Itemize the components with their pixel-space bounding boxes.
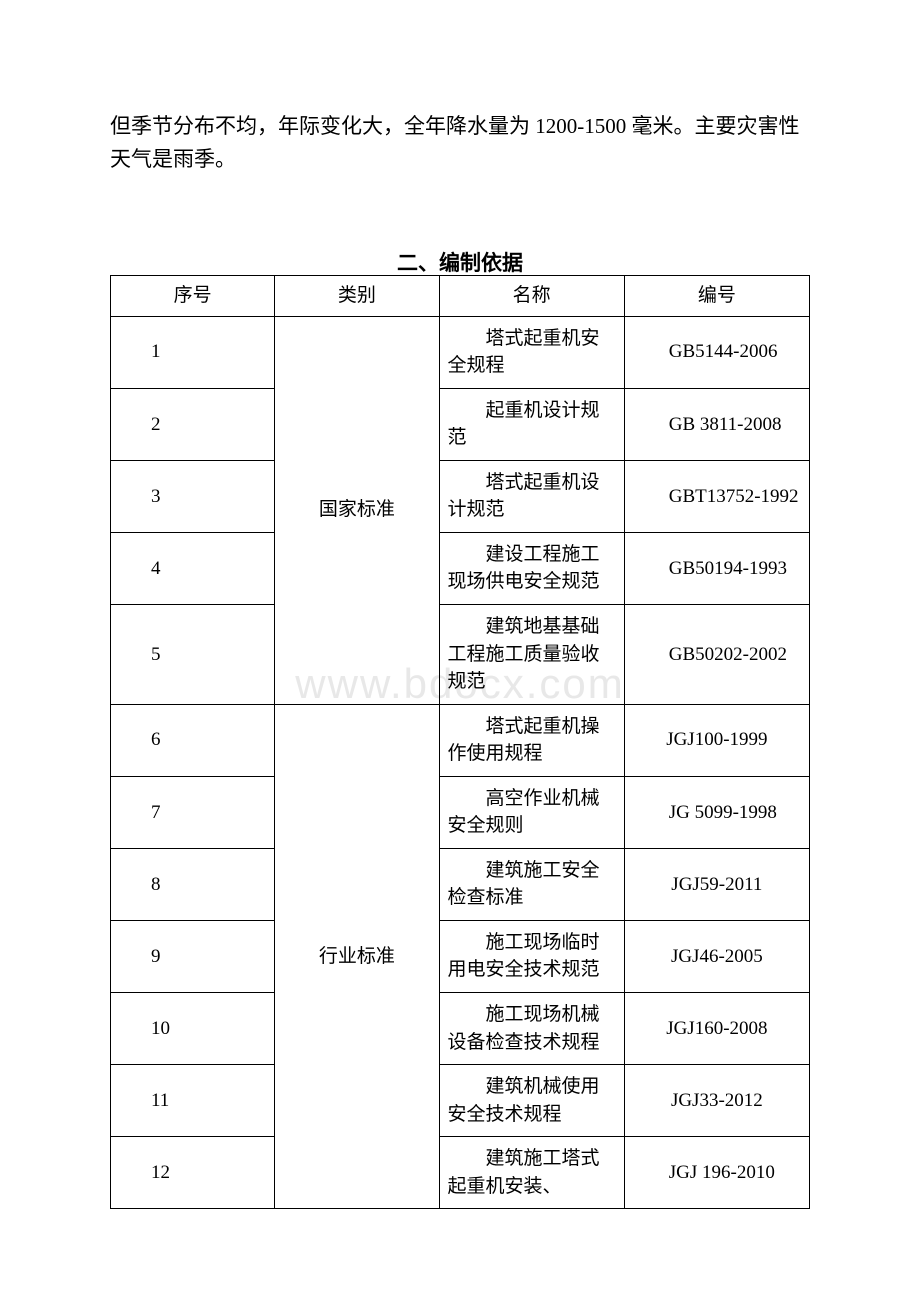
- table-row: 11 建筑机械使用安全技术规程JGJ33-2012: [111, 1065, 810, 1137]
- seq-cell: 6: [111, 704, 275, 776]
- code-cell: JGJ 196-2010: [624, 1137, 809, 1209]
- seq-cell: 1: [111, 316, 275, 388]
- name-cell: 建筑施工塔式起重机安装、: [439, 1137, 624, 1209]
- name-cell: 起重机设计规范: [439, 388, 624, 460]
- name-cell: 建筑地基基础工程施工质量验收规范: [439, 605, 624, 705]
- col-header-seq: 序号: [111, 276, 275, 317]
- section-heading: 二、编制依据: [110, 247, 810, 277]
- table-row: 9 施工现场临时用电安全技术规范JGJ46-2005: [111, 920, 810, 992]
- table-row: 2 起重机设计规范GB 3811-2008: [111, 388, 810, 460]
- name-cell: 施工现场临时用电安全技术规范: [439, 920, 624, 992]
- table-row: 12 建筑施工塔式起重机安装、JGJ 196-2010: [111, 1137, 810, 1209]
- category-cell: 国家标准: [275, 316, 439, 704]
- name-cell: 塔式起重机操作使用规程: [439, 704, 624, 776]
- col-header-code: 编号: [624, 276, 809, 317]
- code-cell: GB50202-2002: [624, 605, 809, 705]
- name-cell: 高空作业机械安全规则: [439, 776, 624, 848]
- col-header-cat: 类别: [275, 276, 439, 317]
- code-cell: JGJ33-2012: [624, 1065, 809, 1137]
- name-cell: 建设工程施工现场供电安全规范: [439, 532, 624, 604]
- table-row: 3 塔式起重机设计规范GBT13752-1992: [111, 460, 810, 532]
- standards-table: 序号类别名称编号1国家标准塔式起重机安全规程GB5144-20062起重机设计规…: [110, 275, 810, 1209]
- table-row: 4 建设工程施工现场供电安全规范GB50194-1993: [111, 532, 810, 604]
- table-row: 1国家标准塔式起重机安全规程GB5144-2006: [111, 316, 810, 388]
- code-cell: JGJ100-1999: [624, 704, 809, 776]
- code-cell: GB 3811-2008: [624, 388, 809, 460]
- name-cell: 塔式起重机设计规范: [439, 460, 624, 532]
- table-row: 8 建筑施工安全检查标准JGJ59-2011: [111, 848, 810, 920]
- seq-cell: 4: [111, 532, 275, 604]
- table-row: 6行业标准塔式起重机操作使用规程JGJ100-1999: [111, 704, 810, 776]
- seq-cell: 5: [111, 605, 275, 705]
- code-cell: JG 5099-1998: [624, 776, 809, 848]
- name-cell: 建筑施工安全检查标准: [439, 848, 624, 920]
- table-row: 7 高空作业机械安全规则JG 5099-1998: [111, 776, 810, 848]
- seq-cell: 7: [111, 776, 275, 848]
- seq-cell: 10: [111, 993, 275, 1065]
- intro-paragraph: 但季节分布不均，年际变化大，全年降水量为 1200-1500 毫米。主要灾害性天…: [110, 110, 810, 175]
- code-cell: GB5144-2006: [624, 316, 809, 388]
- seq-cell: 12: [111, 1137, 275, 1209]
- table-row: 5 建筑地基基础工程施工质量验收规范GB50202-2002: [111, 605, 810, 705]
- table-row: 10 施工现场机械设备检查技术规程JGJ160-2008: [111, 993, 810, 1065]
- code-cell: GBT13752-1992: [624, 460, 809, 532]
- seq-cell: 2: [111, 388, 275, 460]
- seq-cell: 9: [111, 920, 275, 992]
- code-cell: JGJ59-2011: [624, 848, 809, 920]
- code-cell: JGJ46-2005: [624, 920, 809, 992]
- name-cell: 塔式起重机安全规程: [439, 316, 624, 388]
- name-cell: 施工现场机械设备检查技术规程: [439, 993, 624, 1065]
- seq-cell: 8: [111, 848, 275, 920]
- seq-cell: 3: [111, 460, 275, 532]
- name-cell: 建筑机械使用安全技术规程: [439, 1065, 624, 1137]
- category-cell: 行业标准: [275, 704, 439, 1209]
- code-cell: GB50194-1993: [624, 532, 809, 604]
- col-header-name: 名称: [439, 276, 624, 317]
- code-cell: JGJ160-2008: [624, 993, 809, 1065]
- seq-cell: 11: [111, 1065, 275, 1137]
- table-header-row: 序号类别名称编号: [111, 276, 810, 317]
